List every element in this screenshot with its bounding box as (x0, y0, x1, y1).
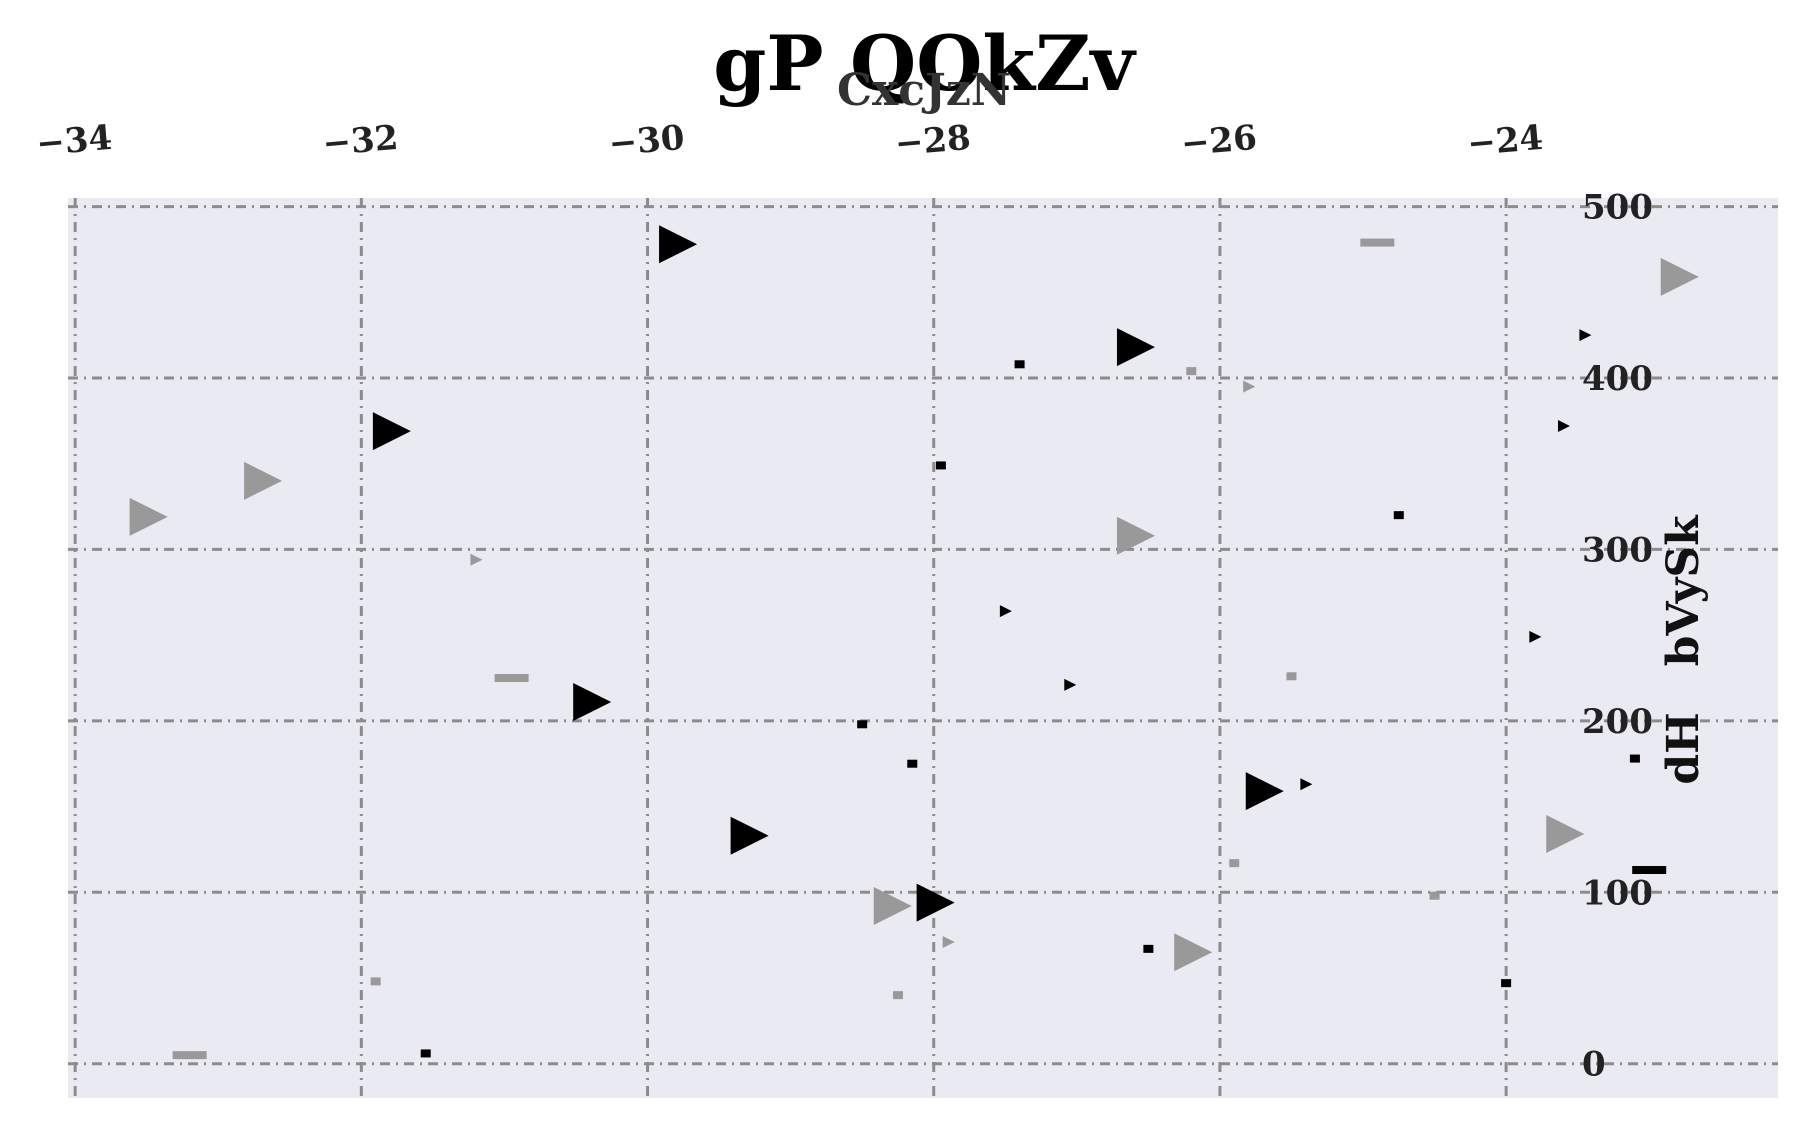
y-axis-label: dH bVySk (1658, 514, 1709, 785)
data-point (494, 674, 529, 682)
data-point (1243, 380, 1256, 393)
data-point (1286, 672, 1297, 681)
data-point (1064, 678, 1077, 691)
data-point (1245, 772, 1284, 811)
x-tick-label: −28 (893, 118, 972, 164)
data-point (1629, 754, 1640, 763)
y-tick-label: 500 (1582, 188, 1653, 228)
data-point (730, 816, 769, 855)
data-point (1579, 329, 1592, 342)
data-point (873, 887, 912, 925)
y-tick-label: 300 (1582, 530, 1653, 570)
tick-labels: −34 −32 −30 −28 −26 −24 0 100 200 300 400 500 (35, 118, 1653, 1085)
data-point (172, 1051, 207, 1060)
data-point (1529, 630, 1542, 643)
x-tick-label: −30 (607, 118, 686, 164)
x-tick-label: −34 (35, 118, 114, 164)
data-point (1393, 511, 1404, 520)
x-tick-label: −26 (1179, 118, 1258, 164)
plot-background (68, 198, 1778, 1098)
data-point (244, 461, 283, 500)
y-tick-label: 0 (1582, 1045, 1606, 1085)
data-point (1143, 944, 1154, 953)
data-point (1174, 933, 1213, 972)
data-point (1014, 360, 1025, 369)
chart-subtitle: CxcJzN (837, 65, 1011, 116)
data-point (1501, 979, 1512, 988)
data-point (129, 497, 168, 536)
data-point (892, 991, 903, 1000)
data-point (942, 936, 955, 948)
data-point (1660, 257, 1699, 296)
data-point (573, 683, 612, 721)
data-point (1557, 420, 1570, 432)
data-point (1360, 238, 1395, 247)
data-point (1116, 328, 1155, 367)
data-points (129, 225, 1699, 1060)
grid-lines (68, 198, 1778, 1098)
data-point (1229, 859, 1240, 868)
chart-title: gP QOkZv (713, 19, 1137, 108)
data-point (420, 1049, 431, 1058)
data-point (916, 883, 955, 922)
data-point (907, 759, 918, 768)
x-tick-label: −32 (321, 118, 400, 164)
data-point (999, 605, 1012, 618)
data-point (1186, 367, 1197, 376)
data-point (372, 412, 411, 451)
data-point (470, 553, 483, 566)
data-point (1300, 778, 1313, 791)
data-point (1632, 866, 1667, 874)
data-point (1116, 516, 1155, 555)
data-point (370, 977, 381, 986)
x-tick-label: −24 (1466, 118, 1545, 164)
y-tick-label: 100 (1582, 873, 1653, 913)
data-point (1546, 815, 1585, 853)
data-point (935, 461, 946, 470)
data-point (659, 225, 698, 264)
data-point (857, 720, 868, 729)
y-tick-label: 400 (1582, 359, 1653, 399)
y-tick-label: 200 (1582, 702, 1653, 742)
data-point (1429, 891, 1440, 900)
